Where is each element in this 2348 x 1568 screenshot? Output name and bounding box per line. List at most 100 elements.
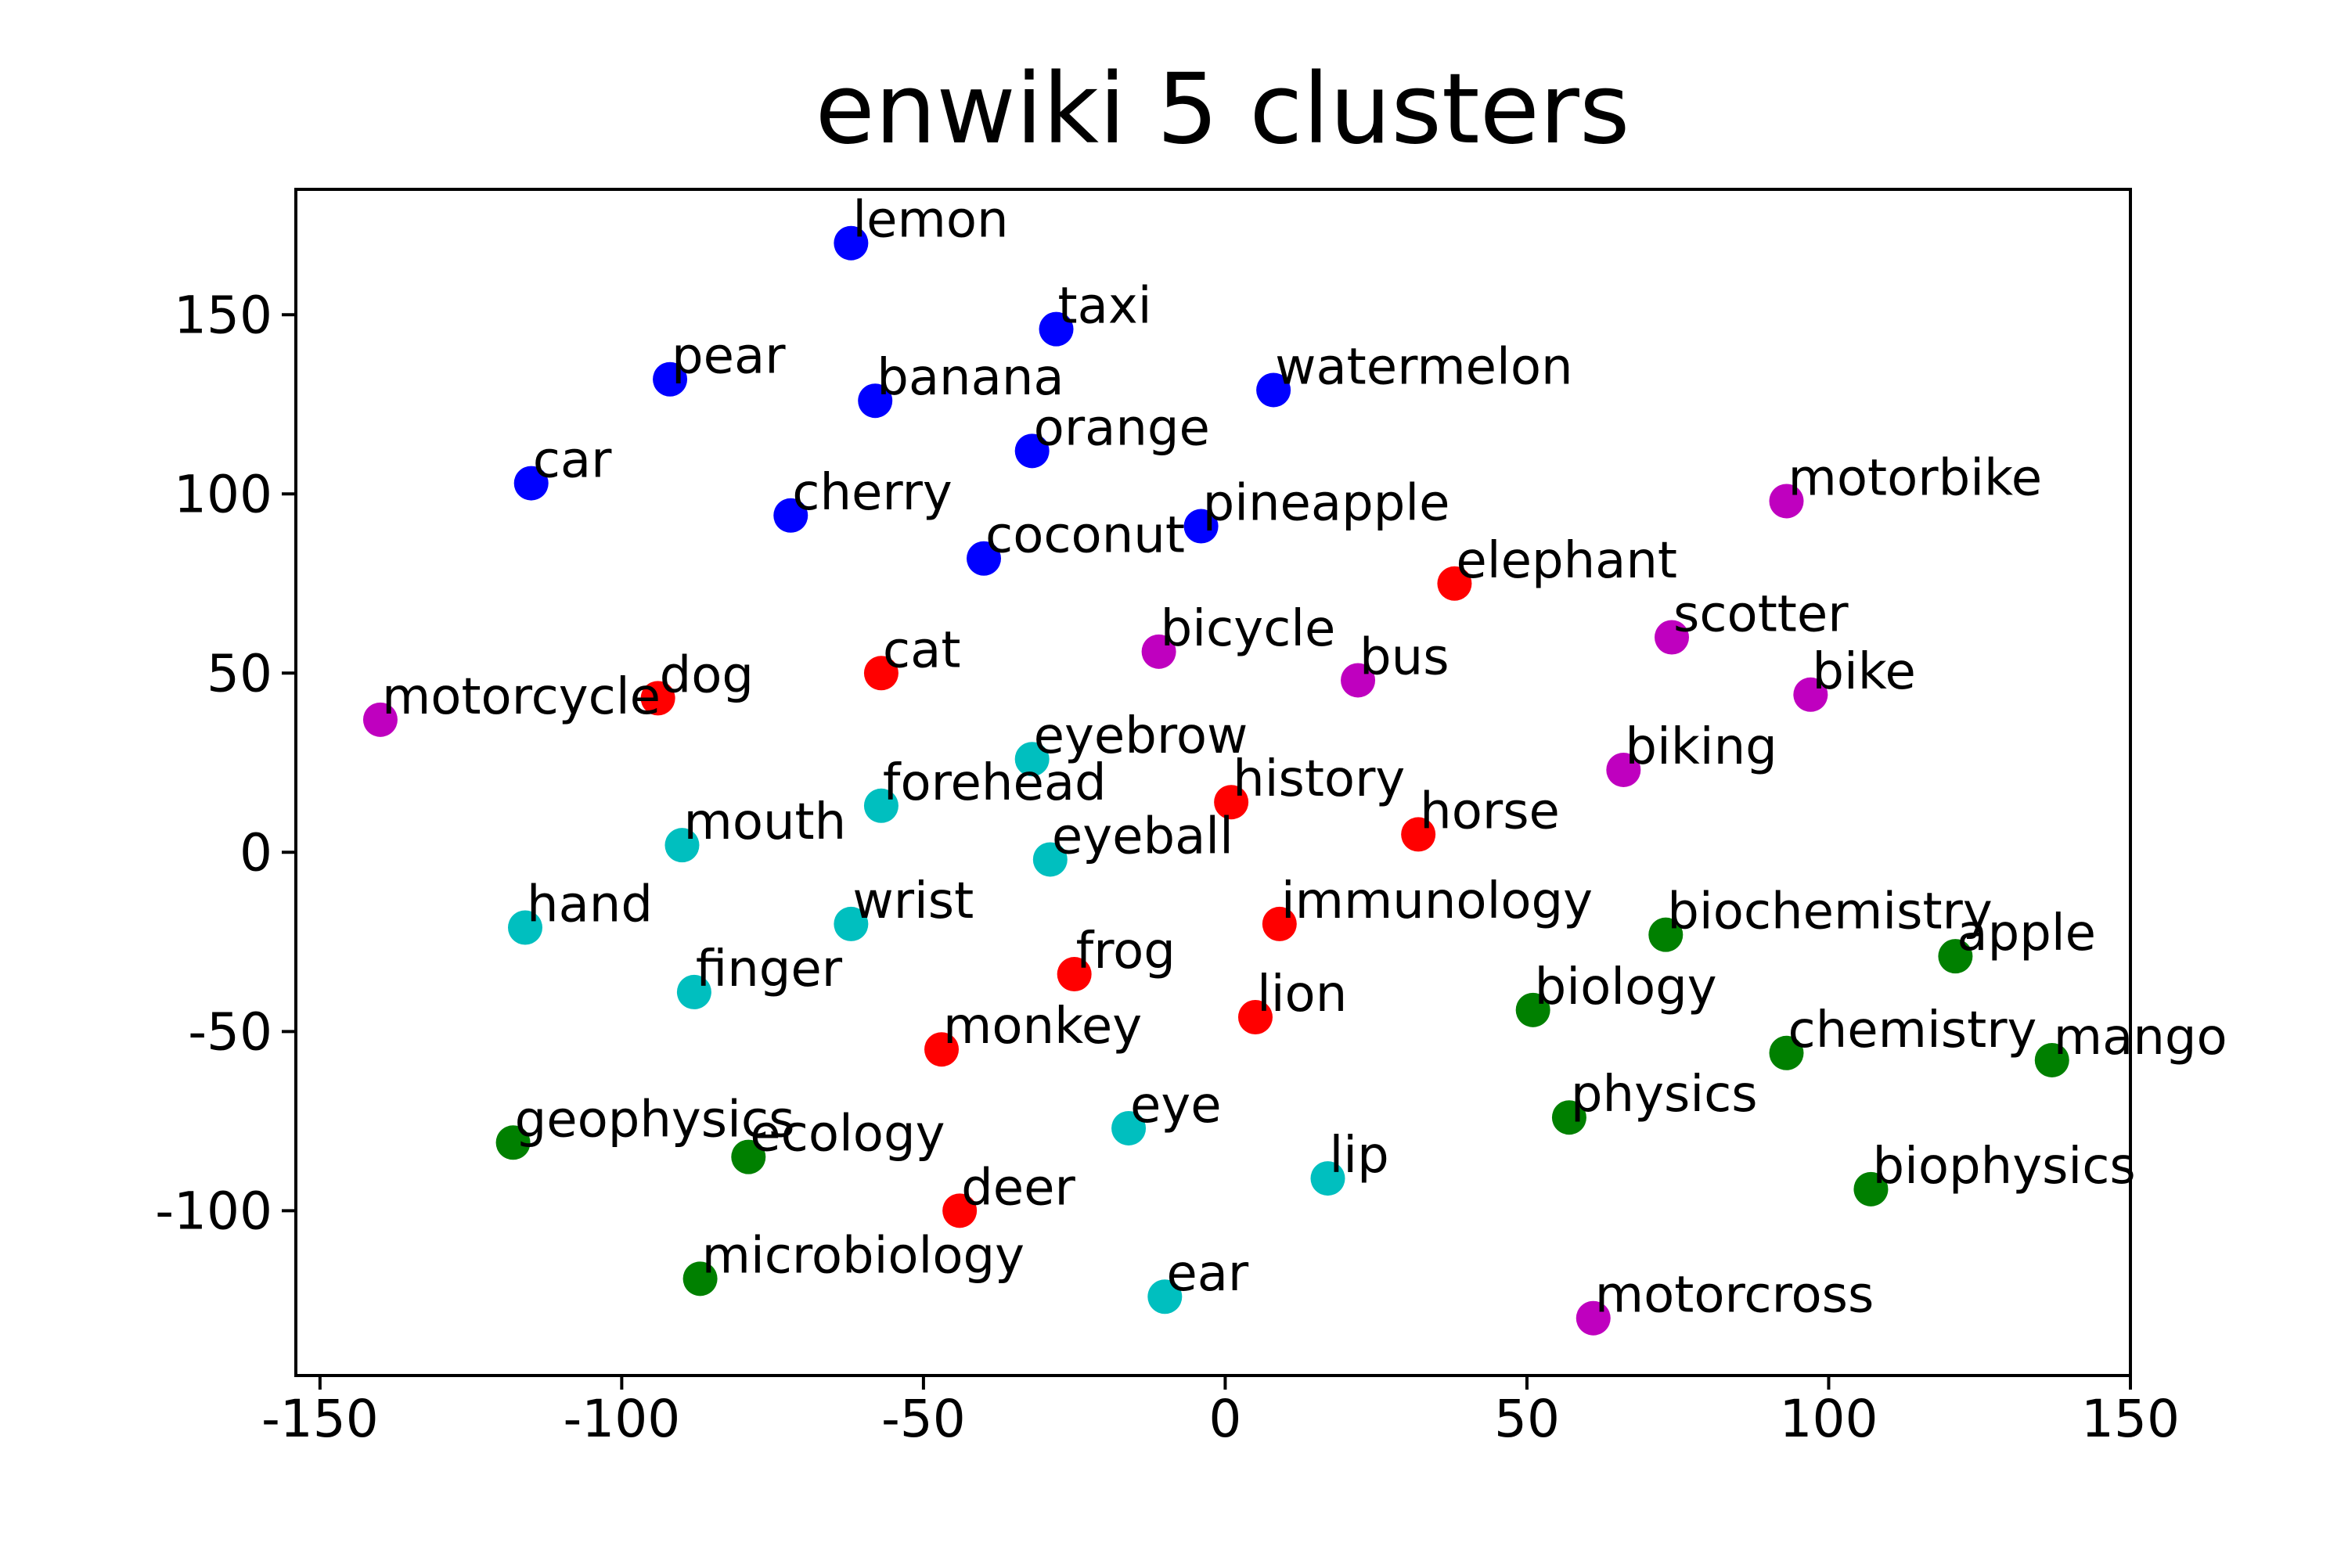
data-point <box>640 681 675 716</box>
data-point <box>731 1139 766 1174</box>
data-point <box>942 1193 978 1228</box>
data-point <box>1655 620 1689 655</box>
data-point <box>1032 842 1068 877</box>
x-tick-label: -50 <box>881 1389 966 1449</box>
point-label: motorbike <box>1788 449 2043 507</box>
point-label: history <box>1233 750 1405 808</box>
data-point <box>1147 1279 1183 1314</box>
point-label: motorcross <box>1595 1267 1874 1325</box>
point-label: physics <box>1571 1066 1758 1124</box>
data-point <box>1793 677 1828 712</box>
marks-layer: lemon taxi pear banana watermelon orange car ch… <box>362 192 2227 1336</box>
data-point <box>1014 433 1050 469</box>
x-tick-label: 150 <box>2081 1389 2180 1449</box>
data-point <box>1057 957 1092 992</box>
point-label: biophysics <box>1872 1138 2135 1196</box>
data-point <box>1141 634 1176 669</box>
data-point <box>1401 817 1436 852</box>
data-point <box>834 225 869 261</box>
data-point <box>773 498 808 533</box>
point-label: horse <box>1420 782 1560 840</box>
point-label: eyebrow <box>1034 707 1248 765</box>
point-label: pear <box>672 328 786 386</box>
data-point <box>513 466 549 501</box>
data-point <box>1606 752 1641 787</box>
point-label: lemon <box>852 192 1008 250</box>
data-point <box>1039 311 1074 347</box>
data-point <box>1769 1035 1804 1070</box>
point-label: eye <box>1130 1077 1222 1135</box>
point-label: car <box>533 432 612 490</box>
x-tick-label: -100 <box>563 1389 680 1449</box>
point-label: lip <box>1330 1127 1389 1185</box>
data-point <box>1256 372 1291 408</box>
data-point <box>495 1125 531 1160</box>
point-label: elephant <box>1456 532 1677 590</box>
data-point <box>1262 906 1297 941</box>
point-label: wrist <box>852 872 974 930</box>
data-point <box>664 828 700 863</box>
data-point <box>1214 785 1249 820</box>
data-point <box>1111 1110 1147 1145</box>
point-label: watermelon <box>1275 338 1572 396</box>
point-label: immunology <box>1281 872 1593 930</box>
point-label: coconut <box>985 507 1185 565</box>
y-tick-label: 50 <box>207 643 272 703</box>
x-tick-label: 0 <box>1208 1389 1241 1449</box>
x-tick-label: 100 <box>1779 1389 1878 1449</box>
point-label: taxi <box>1058 278 1152 336</box>
point-label: monkey <box>943 998 1142 1056</box>
data-point <box>362 702 398 737</box>
point-label: bus <box>1359 628 1449 686</box>
data-point <box>1437 566 1472 601</box>
point-label: pineapple <box>1203 475 1450 533</box>
data-point <box>2034 1042 2069 1077</box>
data-point <box>858 383 893 419</box>
point-label: frog <box>1076 922 1176 980</box>
data-point <box>1551 1100 1586 1135</box>
point-label: bike <box>1812 643 1916 701</box>
data-point <box>1648 917 1684 952</box>
data-point <box>676 974 711 1009</box>
point-label: mango <box>2054 1009 2227 1066</box>
y-tick-label: 100 <box>174 464 272 524</box>
data-point <box>1183 509 1219 544</box>
data-point <box>1576 1300 1611 1336</box>
data-point <box>1938 939 1973 974</box>
y-tick-label: -100 <box>155 1181 272 1241</box>
point-label: ecology <box>750 1106 945 1163</box>
point-label: finger <box>696 940 843 998</box>
point-label: orange <box>1034 399 1210 457</box>
x-tick-label: 50 <box>1494 1389 1560 1449</box>
point-label: microbiology <box>702 1227 1025 1285</box>
point-label: scotter <box>1673 586 1849 644</box>
point-label: cat <box>883 621 961 679</box>
plot-frame <box>294 188 2132 1377</box>
data-point <box>967 541 1001 576</box>
point-label: deer <box>961 1159 1075 1217</box>
data-point <box>1310 1161 1345 1196</box>
data-point <box>508 910 542 945</box>
point-label: cherry <box>792 464 953 522</box>
y-tick-label: -50 <box>188 1002 272 1062</box>
point-label: apple <box>1957 904 2096 962</box>
point-label: forehead <box>883 754 1107 812</box>
point-label: banana <box>877 349 1064 407</box>
point-label: biochemistry <box>1667 883 1992 941</box>
chart-title: enwiki 5 clusters <box>815 53 1630 166</box>
point-label: biking <box>1625 718 1777 776</box>
point-label: geophysics <box>515 1091 795 1149</box>
data-point <box>653 361 688 397</box>
data-point <box>1515 992 1550 1027</box>
y-tick-label: 150 <box>174 285 272 345</box>
point-label: eyeball <box>1052 807 1233 865</box>
y-tick-label: 0 <box>239 822 272 883</box>
data-point <box>1769 484 1804 519</box>
axes-layer: -150 -100 -50 0 50 100 150 -100 -50 0 50 100 150 <box>155 188 2180 1449</box>
data-point <box>863 656 899 691</box>
point-label: motorcycle <box>382 668 661 726</box>
point-label: biology <box>1535 958 1717 1016</box>
